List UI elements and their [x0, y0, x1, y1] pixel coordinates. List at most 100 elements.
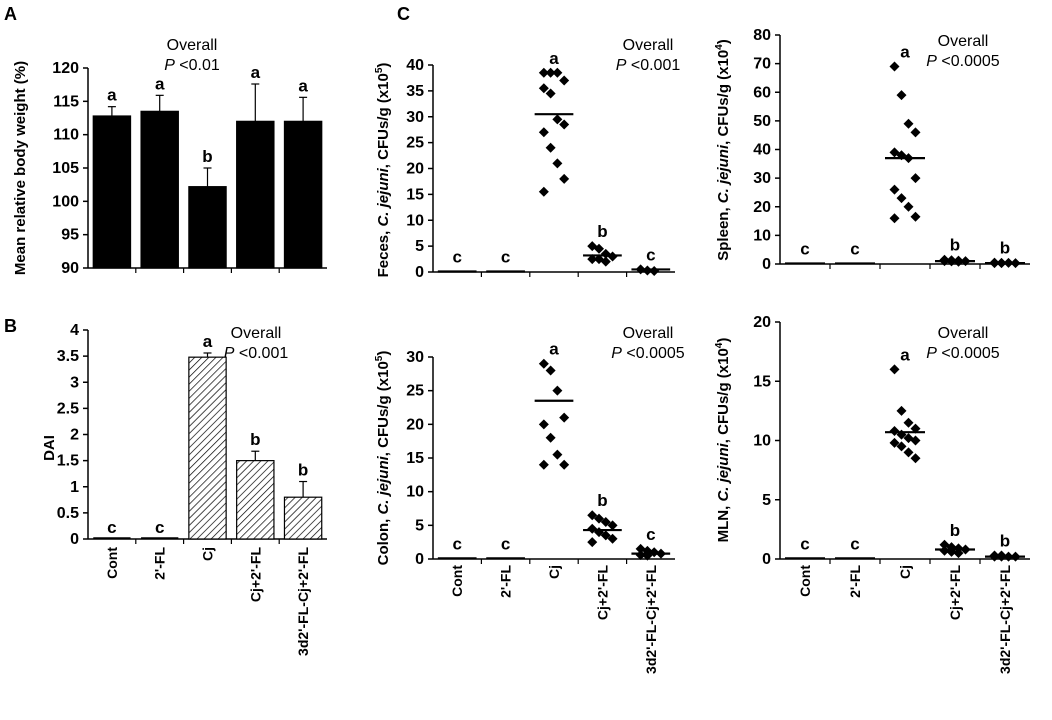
y-tick-label: 15	[406, 450, 424, 467]
data-point	[910, 453, 921, 464]
data-point	[910, 127, 921, 138]
bar-2	[188, 356, 227, 540]
bar-0	[92, 115, 132, 269]
category-label: Cont	[797, 565, 813, 597]
data-point	[607, 520, 618, 531]
data-point	[635, 549, 646, 560]
data-point	[545, 142, 556, 153]
y-tick-label: 40	[406, 57, 424, 74]
category-label: Cj+2'-FL	[947, 565, 963, 621]
data-point	[600, 248, 611, 259]
significance-letter: a	[107, 86, 117, 105]
y-tick-label: 25	[406, 383, 424, 400]
data-point	[538, 459, 549, 470]
significance-letter: b	[298, 461, 308, 480]
y-tick-label: 70	[753, 56, 771, 73]
y-tick-label: 5	[415, 517, 424, 534]
y-axis-label: Mean relative body weight (%)	[12, 61, 29, 275]
p-value-label: P <0.001	[616, 57, 681, 74]
y-tick-label: 20	[406, 161, 424, 178]
data-point	[594, 243, 605, 254]
data-point	[896, 441, 907, 452]
data-point	[559, 75, 570, 86]
data-point	[587, 537, 598, 548]
data-point	[903, 447, 914, 458]
significance-letter: a	[900, 42, 910, 61]
data-point	[600, 530, 611, 541]
bar-3	[236, 460, 275, 540]
data-point	[538, 419, 549, 430]
y-tick-label: 90	[61, 260, 79, 277]
y-tick-label: 115	[53, 93, 79, 110]
category-label: 3d2'-FL-Cj+2'-FL	[295, 547, 311, 656]
significance-letter: a	[900, 345, 910, 364]
panel-letter-c: C	[397, 4, 410, 24]
overall-label: Overall	[938, 33, 989, 50]
y-tick-label: 1.5	[57, 453, 79, 470]
data-point	[559, 459, 570, 470]
y-tick-label: 10	[753, 433, 771, 450]
p-value-label: P <0.0005	[926, 345, 1000, 362]
y-tick-label: 30	[753, 170, 771, 187]
y-tick-label: 30	[406, 349, 424, 366]
data-point	[587, 510, 598, 521]
overall-label: Overall	[623, 37, 674, 54]
y-tick-label: 110	[53, 127, 79, 144]
category-label: Cj	[897, 565, 913, 579]
data-point	[903, 417, 914, 428]
significance-letter: c	[850, 534, 859, 553]
bar-4	[283, 496, 323, 540]
data-point	[538, 186, 549, 197]
significance-letter: c	[800, 534, 809, 553]
y-tick-label: 15	[406, 186, 424, 203]
chart-colon: 0 5 10 15 20 25 30 Colon, C. jejuni, CFUs/g (x1…	[374, 325, 685, 674]
category-label: Cj+2'-FL	[594, 565, 610, 621]
significance-letter: a	[251, 63, 261, 82]
y-tick-label: 10	[406, 212, 424, 229]
y-tick-label: 0	[762, 551, 771, 568]
data-point	[552, 67, 563, 78]
data-point	[939, 545, 950, 556]
y-tick-label: 2	[70, 427, 79, 444]
y-tick-label: 0	[70, 531, 79, 548]
panel-letter-a: A	[4, 4, 17, 24]
data-point	[545, 88, 556, 99]
category-label: 2'-FL	[152, 547, 168, 580]
data-point	[896, 193, 907, 204]
y-axis-label: Colon, C. jejuni, CFUs/g (x105)	[374, 351, 392, 566]
y-tick-label: 3.5	[57, 348, 79, 365]
significance-letter: b	[597, 491, 607, 510]
data-point	[649, 265, 660, 276]
bar-1	[140, 110, 179, 269]
category-label: Cj	[546, 565, 562, 579]
data-point	[889, 426, 900, 437]
data-point	[910, 173, 921, 184]
chart-a: 90 95 100 105 110 115 120 Mean relative body we…	[12, 37, 327, 277]
significance-letter: b	[1000, 239, 1010, 258]
significance-letter: c	[452, 247, 461, 266]
chart-mln: 0 5 10 15 20 MLN, C. jejuni, CFUs/g (x104) Ove…	[714, 314, 1030, 674]
data-point	[600, 516, 611, 527]
data-point	[889, 61, 900, 72]
data-point	[896, 405, 907, 416]
y-tick-label: 80	[753, 27, 771, 44]
significance-letter: c	[850, 239, 859, 258]
significance-letter: c	[107, 518, 116, 537]
bar-2	[188, 186, 227, 269]
significance-letter: c	[646, 245, 655, 264]
data-point	[552, 158, 563, 169]
data-point	[910, 211, 921, 222]
data-point	[889, 437, 900, 448]
overall-label: Overall	[938, 325, 989, 342]
category-label: 2'-FL	[498, 565, 514, 598]
y-tick-label: 15	[753, 373, 771, 390]
data-point	[559, 412, 570, 423]
significance-letter: c	[501, 534, 510, 553]
data-point	[896, 90, 907, 101]
y-tick-label: 3	[70, 374, 79, 391]
y-tick-label: 95	[61, 227, 79, 244]
data-point	[607, 533, 618, 544]
significance-letter: b	[250, 430, 260, 449]
